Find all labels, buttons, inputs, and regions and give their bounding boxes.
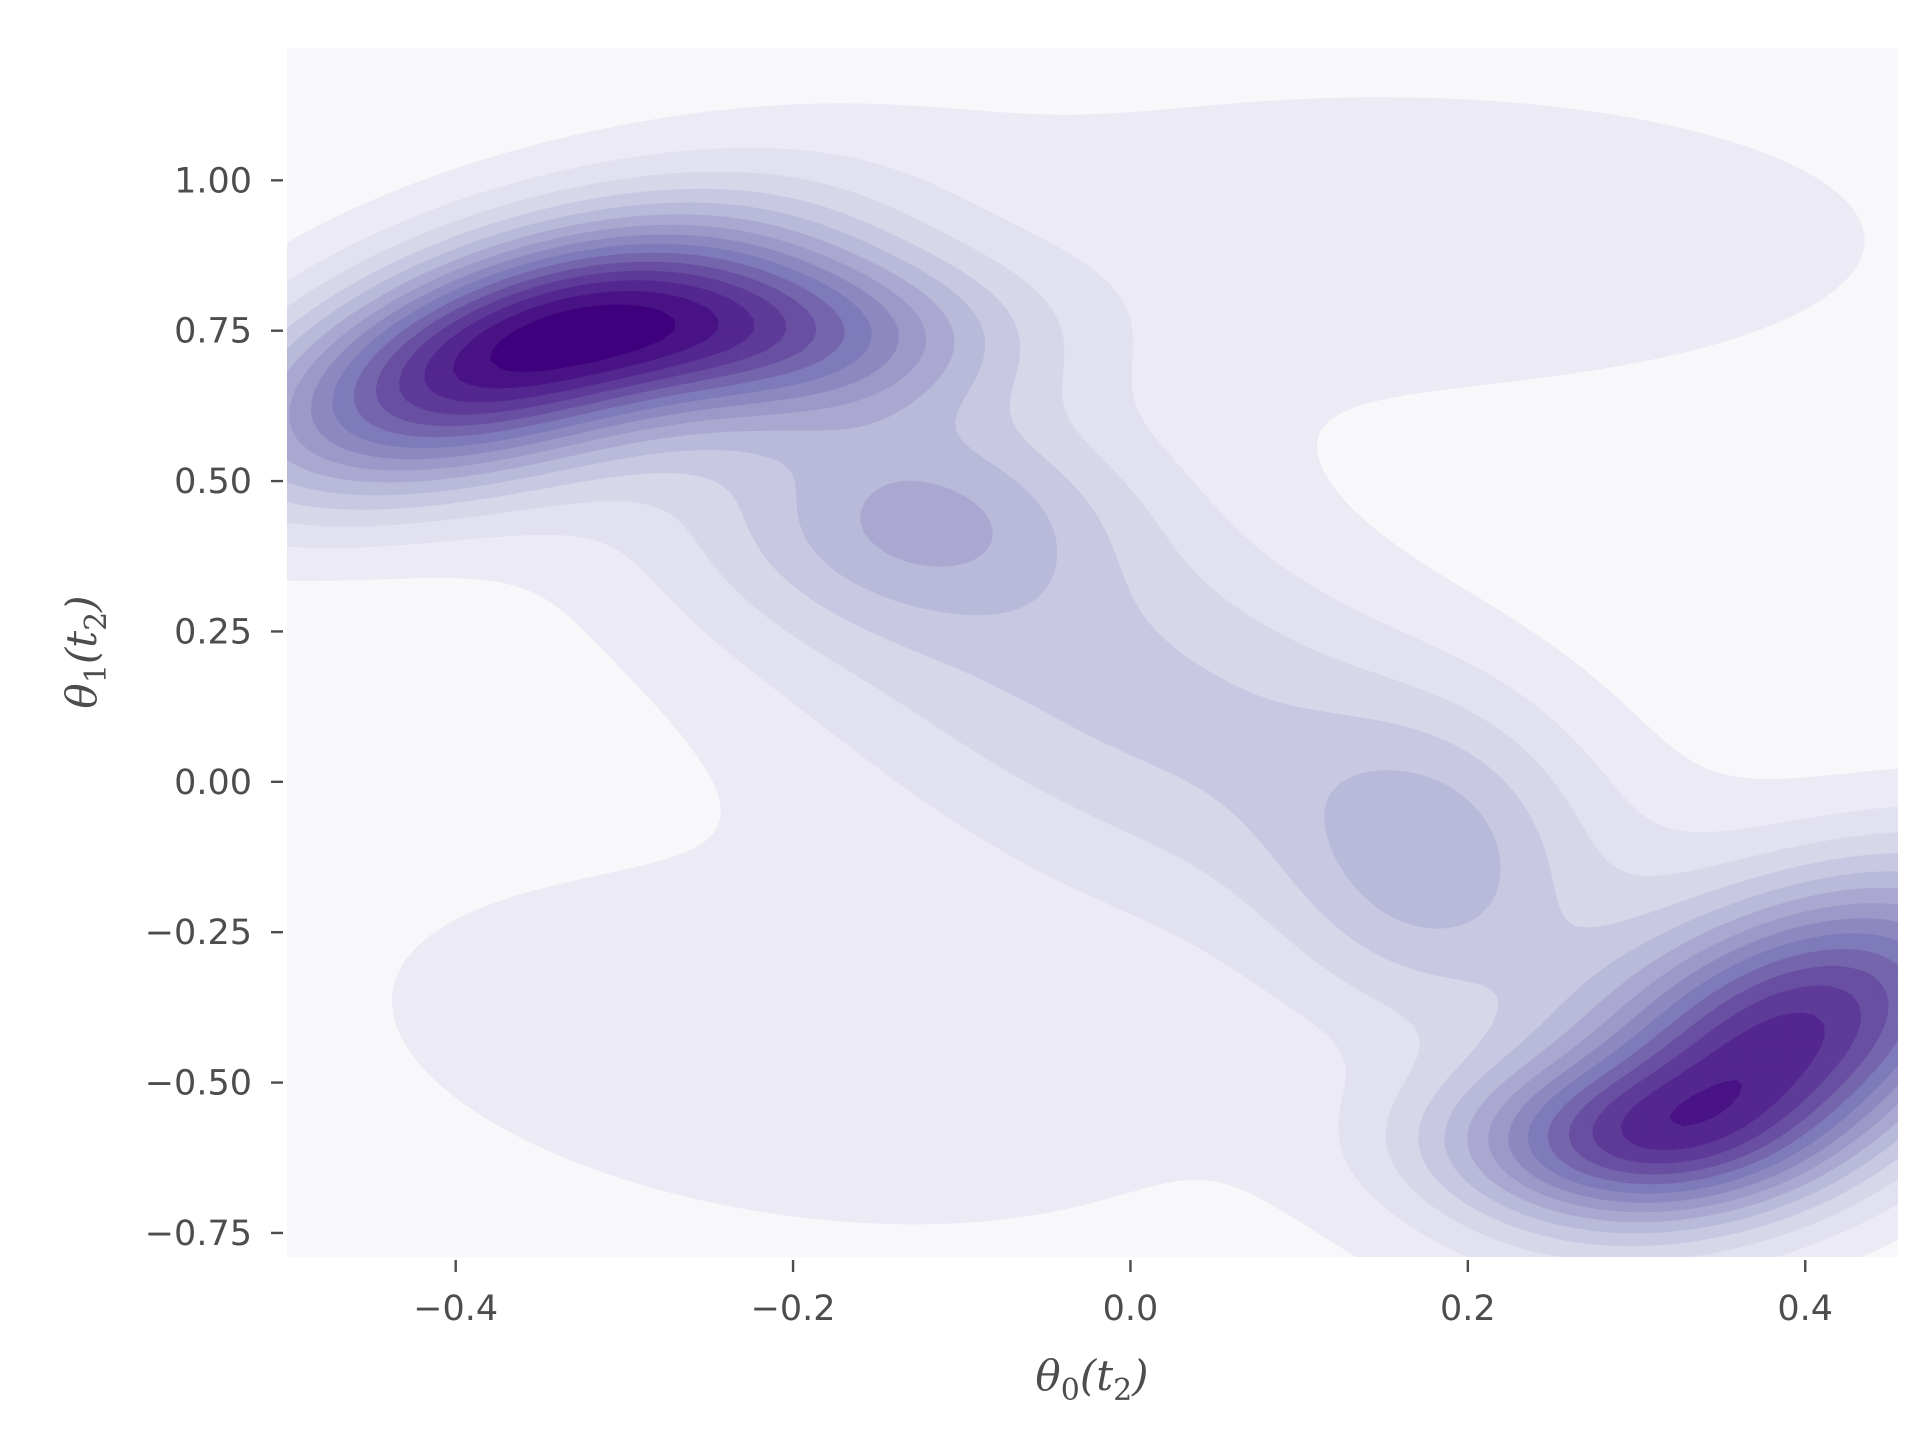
- density-contours: [287, 48, 1898, 1257]
- y-axis-label: θ1(t2): [57, 595, 114, 708]
- y-tick-label: −0.50: [145, 1064, 252, 1104]
- contour-level-15: [489, 304, 676, 372]
- y-tick-label: 0.00: [174, 763, 252, 803]
- y-tick-label: 0.25: [174, 612, 252, 652]
- y-tick-label: −0.75: [145, 1214, 252, 1254]
- y-axis-ticks: 1.00 0.75 0.50 0.25 0.00 −0.25 −0.50 −0.75: [145, 161, 283, 1254]
- x-tick-label: 0.2: [1440, 1289, 1496, 1329]
- x-tick-label: −0.4: [413, 1289, 498, 1329]
- x-tick-label: 0.4: [1777, 1289, 1833, 1329]
- y-tick-label: 0.75: [174, 312, 252, 352]
- x-axis-label: θ0(t2): [1035, 1351, 1148, 1408]
- x-axis-ticks: −0.4 −0.2 0.0 0.2 0.4: [413, 1260, 1833, 1329]
- x-tick-label: −0.2: [751, 1289, 836, 1329]
- x-tick-label: 0.0: [1103, 1289, 1159, 1329]
- y-tick-label: 1.00: [174, 161, 252, 201]
- y-tick-label: 0.50: [174, 462, 252, 502]
- y-tick-label: −0.25: [145, 913, 252, 953]
